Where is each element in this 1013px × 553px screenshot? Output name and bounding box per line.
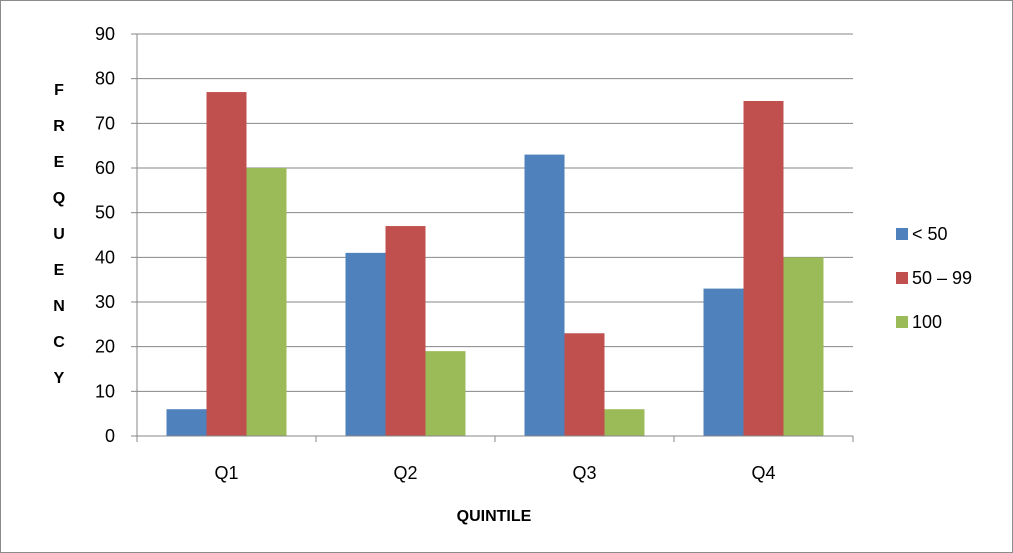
x-tick-label: Q4 — [751, 463, 775, 483]
y-axis-title-letter: E — [54, 154, 65, 171]
bar-q2-series-2 — [385, 226, 426, 436]
bar-q2-series-3 — [425, 351, 466, 436]
x-axis-title: QUINTILE — [457, 508, 532, 525]
y-tick-label: 80 — [95, 69, 115, 89]
bar-q3-series-1 — [524, 154, 565, 436]
bar-q4-series-1 — [703, 288, 744, 436]
y-axis-title-letter: C — [53, 334, 65, 351]
legend-label: 100 — [912, 312, 942, 332]
x-tick-label: Q2 — [393, 463, 417, 483]
y-tick-label: 30 — [95, 292, 115, 312]
y-axis-title-letter: E — [54, 262, 65, 279]
legend-label: < 50 — [912, 224, 948, 244]
y-tick-label: 60 — [95, 158, 115, 178]
y-tick-label: 90 — [95, 24, 115, 44]
bar-q3-series-3 — [604, 409, 645, 436]
y-axis-title-letter: Y — [54, 370, 65, 387]
y-tick-label: 20 — [95, 337, 115, 357]
y-axis-title-letter: U — [53, 226, 65, 243]
bars — [166, 92, 824, 437]
x-tick-label: Q3 — [572, 463, 596, 483]
y-tick-label: 70 — [95, 113, 115, 133]
axes: 0 10 20 30 40 50 60 70 80 90 Q1 Q2 Q3 Q4 — [95, 24, 854, 483]
bar-q4-series-2 — [743, 101, 784, 436]
y-axis-title-letter: Q — [53, 190, 65, 207]
y-tick-label: 10 — [95, 381, 115, 401]
bar-q4-series-3 — [783, 257, 824, 436]
bar-q2-series-1 — [345, 252, 386, 436]
bar-q1-series-1 — [166, 409, 207, 436]
bar-q1-series-3 — [246, 168, 287, 436]
bar-q1-series-2 — [206, 92, 247, 437]
y-tick-label: 50 — [95, 203, 115, 223]
legend: < 50 50 – 99 100 — [896, 224, 972, 332]
bar-q3-series-2 — [564, 333, 605, 436]
legend-swatch — [896, 316, 908, 328]
legend-swatch — [896, 272, 908, 284]
y-tick-label: 40 — [95, 247, 115, 267]
y-tick-label: 0 — [105, 426, 115, 446]
x-tick-label: Q1 — [214, 463, 238, 483]
legend-label: 50 – 99 — [912, 268, 972, 288]
y-axis-title-letter: R — [53, 118, 65, 135]
y-axis-title-letter: F — [54, 82, 64, 99]
y-axis-title-letter: N — [53, 298, 65, 315]
y-axis-title: F R E Q U E N C Y — [53, 82, 65, 387]
legend-swatch — [896, 228, 908, 240]
